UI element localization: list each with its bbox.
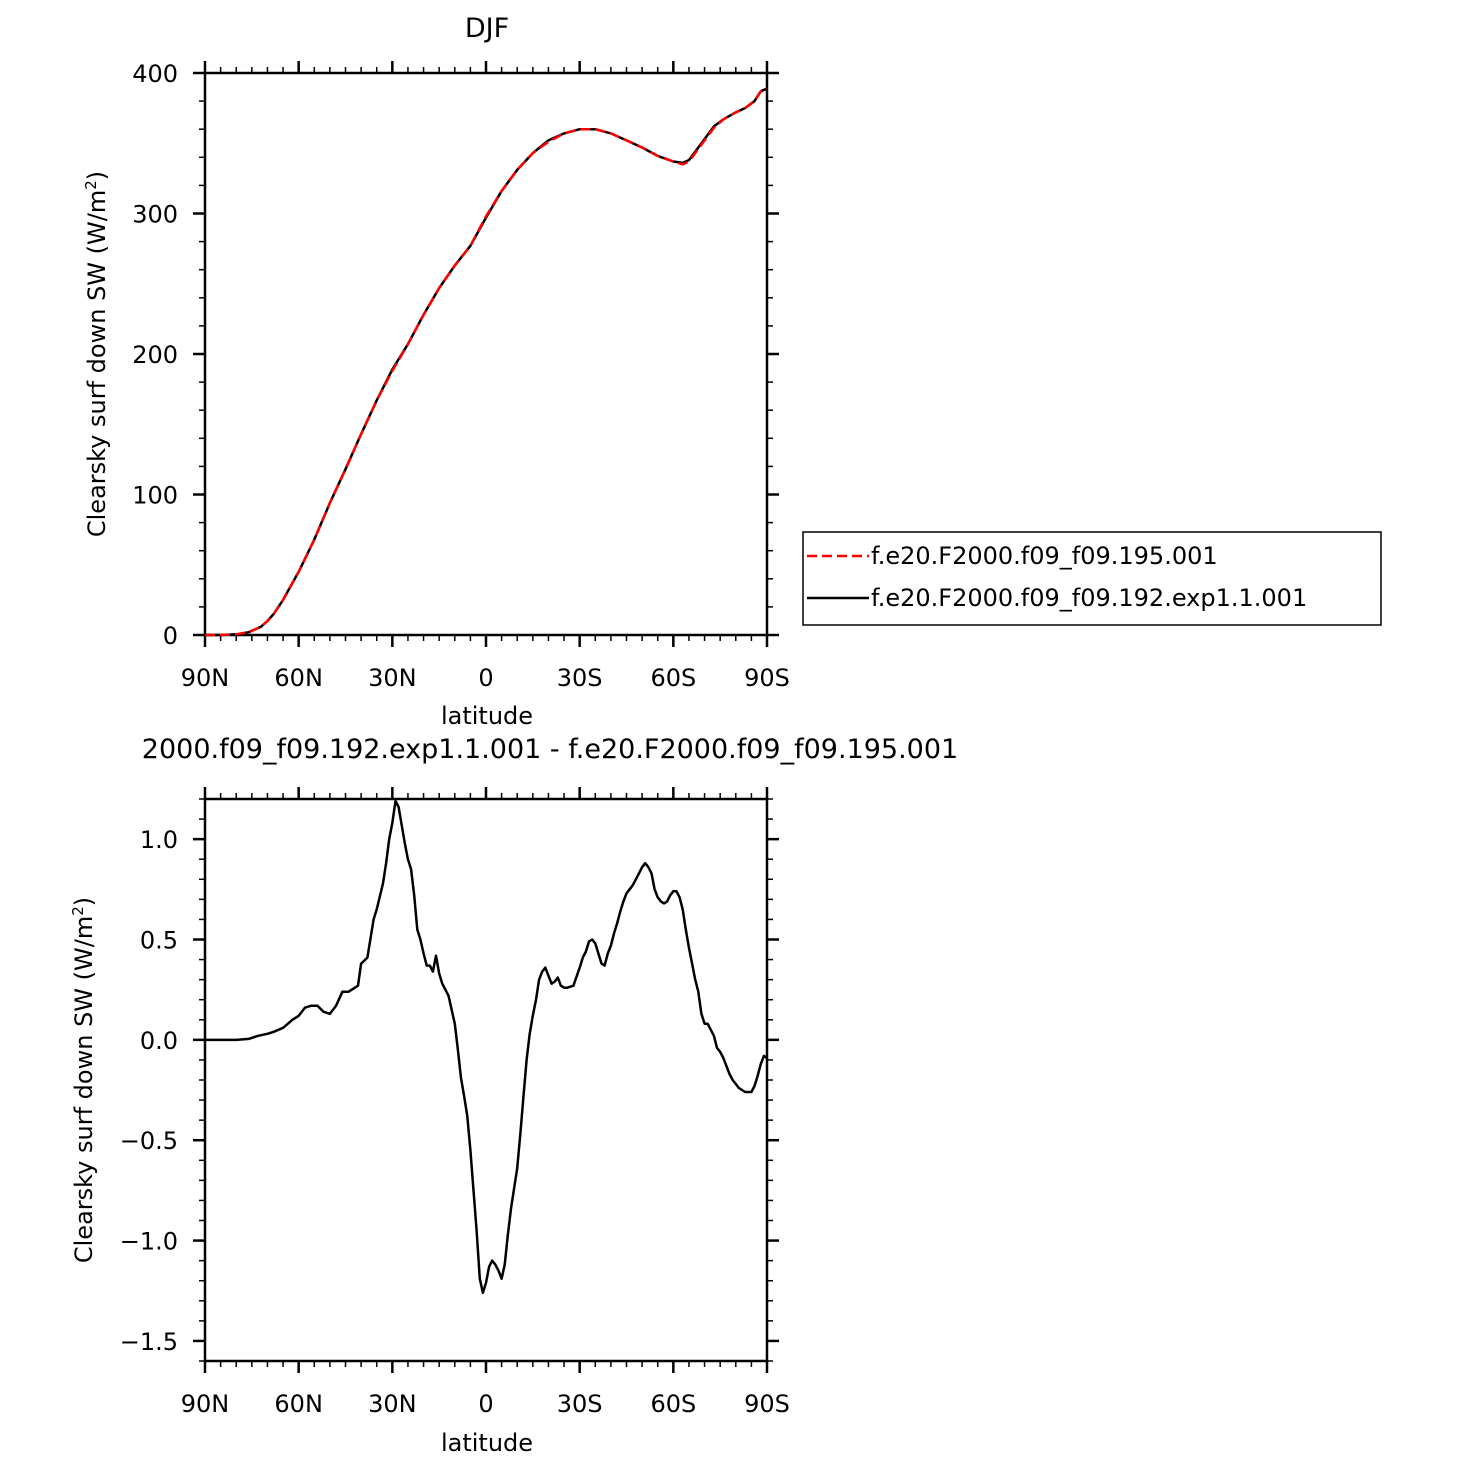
x-tick-label: 0 [478, 1390, 493, 1418]
x-tick-label: 60S [650, 664, 696, 692]
legend-box [802, 531, 1382, 626]
x-tick-label: 60N [274, 1390, 323, 1418]
x-tick-label: 30N [368, 1390, 417, 1418]
x-tick-label: 0 [478, 664, 493, 692]
series-line-dashed [205, 87, 768, 637]
x-tick-label: 90S [744, 1390, 790, 1418]
top-panel-title: DJF [465, 13, 509, 44]
bottom-x-axis-title: latitude [441, 1429, 533, 1457]
bottom-series-layer [205, 799, 768, 1295]
bottom-y-axis-title: Clearsky surf down SW (W/m2) [69, 897, 98, 1263]
legend-entry-label: f.e20.F2000.f09_f09.192.exp1.1.001 [871, 584, 1307, 612]
x-tick-label: 90N [181, 664, 230, 692]
bottom-panel: 2000.f09_f09.192.exp1.1.001 - f.e20.F200… [69, 734, 958, 1457]
bottom-axis-ticks [193, 787, 779, 1373]
top-y-axis-title-sup: 2 [82, 180, 100, 190]
y-tick-label: 1.0 [140, 826, 178, 854]
bottom-y-axis-title-base: Clearsky surf down SW (W/m [70, 916, 98, 1263]
top-y-axis-title: Clearsky surf down SW (W/m2) [82, 171, 111, 537]
x-tick-label: 90N [181, 1390, 230, 1418]
bottom-y-axis-title-close: ) [70, 897, 98, 906]
bottom-y-tick-labels: 1.0 0.5 0.0 −0.5 −1.0 −1.5 [120, 826, 178, 1356]
x-tick-label: 60S [650, 1390, 696, 1418]
top-y-axis-title-close: ) [83, 171, 111, 180]
y-tick-label: 300 [132, 201, 178, 229]
y-tick-label: 200 [132, 341, 178, 369]
y-tick-label: 0.0 [140, 1027, 178, 1055]
bottom-x-tick-labels: 90N 60N 30N 0 30S 60S 90S [181, 1390, 790, 1418]
top-series-layer [205, 87, 768, 637]
x-tick-label: 30S [557, 664, 603, 692]
y-tick-label: 0 [163, 622, 178, 650]
top-y-tick-labels: 0 100 200 300 400 [132, 60, 178, 650]
top-panel: DJF 90N 60N 30N 0 30S 60S 90S 0 100 200 300 400 la… [82, 13, 790, 730]
y-tick-label: −1.0 [120, 1228, 178, 1256]
y-tick-label: 0.5 [140, 927, 178, 955]
x-tick-label: 30S [557, 1390, 603, 1418]
y-tick-label: −1.5 [120, 1328, 178, 1356]
top-x-tick-labels: 90N 60N 30N 0 30S 60S 90S [181, 664, 790, 692]
series-line [205, 87, 768, 637]
legend: f.e20.F2000.f09_f09.195.001 f.e20.F2000.… [802, 531, 1382, 626]
y-tick-label: 400 [132, 60, 178, 88]
top-y-axis-title-base: Clearsky surf down SW (W/m [83, 190, 111, 537]
series-line [205, 799, 768, 1295]
x-tick-label: 30N [368, 664, 417, 692]
x-tick-label: 90S [744, 664, 790, 692]
top-plot-frame [203, 71, 769, 637]
y-tick-label: 100 [132, 482, 178, 510]
top-x-axis-title: latitude [441, 702, 533, 730]
x-tick-label: 60N [274, 664, 323, 692]
legend-entry-label: f.e20.F2000.f09_f09.195.001 [871, 542, 1218, 570]
bottom-y-axis-title-sup: 2 [69, 906, 87, 916]
y-tick-label: −0.5 [120, 1127, 178, 1155]
top-axis-ticks [193, 61, 779, 647]
bottom-panel-title: 2000.f09_f09.192.exp1.1.001 - f.e20.F200… [142, 734, 958, 765]
